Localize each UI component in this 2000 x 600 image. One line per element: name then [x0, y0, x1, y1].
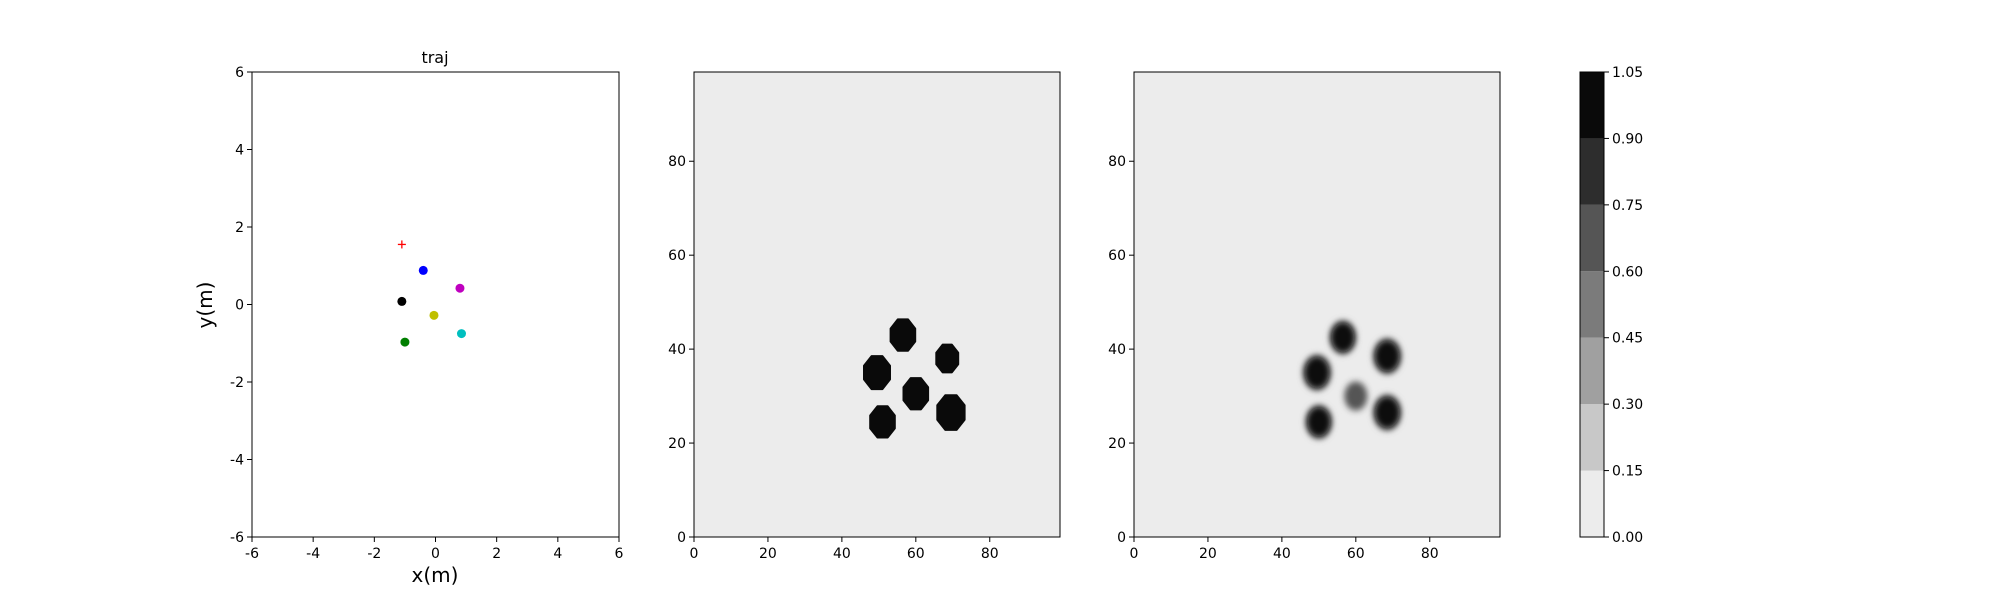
traj-ylabel: y(m) — [193, 282, 217, 329]
y-tick-label: 20 — [668, 436, 686, 452]
colorbar-tick-label: 0.75 — [1612, 198, 1643, 214]
heatmap-blob — [889, 318, 917, 352]
x-tick-label: 60 — [1347, 546, 1365, 562]
heatmap-blob — [1345, 382, 1367, 410]
point-circle-marker — [456, 329, 466, 339]
y-tick-label: 40 — [668, 342, 686, 358]
point-circle-marker — [418, 265, 428, 275]
point-circle-marker — [397, 296, 407, 306]
y-tick-label: 4 — [235, 143, 244, 159]
heatmap-2-background — [1134, 72, 1500, 537]
y-tick-label: 80 — [1108, 154, 1126, 170]
heatmap-blob — [863, 355, 891, 391]
colorbar-band — [1580, 72, 1604, 139]
y-tick-label: -2 — [230, 375, 244, 391]
traj-title: traj — [421, 48, 448, 67]
x-tick-label: -2 — [367, 546, 381, 562]
traj-plot-area — [251, 71, 620, 538]
x-tick-label: 0 — [1130, 546, 1139, 562]
heatmap-blob — [1305, 357, 1329, 388]
colorbar-band — [1580, 271, 1604, 338]
point-plus-marker — [397, 240, 406, 249]
colorbar-band — [1580, 404, 1604, 471]
heatmap-panel-2: 0 20 40 60 80 0 20 40 60 80 — [1108, 71, 1501, 562]
x-tick-label: -4 — [306, 546, 320, 562]
colorbar-tick-label: 0.60 — [1612, 264, 1643, 280]
colorbar-frame — [1579, 71, 1605, 538]
colorbar-bands — [1580, 72, 1604, 537]
y-tick-label: 60 — [1108, 248, 1126, 264]
heatmap-2-ticks: 0 20 40 60 80 0 20 40 60 80 — [1108, 154, 1438, 562]
y-tick-label: 0 — [1117, 530, 1126, 546]
x-tick-label: 60 — [907, 546, 925, 562]
heatmap-1-ticks: 0 20 40 60 80 0 20 40 60 80 — [668, 154, 998, 562]
colorbar-tick-label: 0.15 — [1612, 464, 1643, 480]
x-tick-label: 20 — [759, 546, 777, 562]
x-tick-label: 2 — [492, 546, 501, 562]
y-tick-label: 0 — [235, 298, 244, 314]
traj-points — [397, 240, 466, 347]
x-tick-label: 0 — [431, 546, 440, 562]
heatmap-1-frame — [693, 71, 1061, 538]
y-tick-label: -6 — [230, 530, 244, 546]
heatmap-blob — [1375, 340, 1400, 372]
y-tick-label: 0 — [677, 530, 686, 546]
heatmap-1-background — [694, 72, 1060, 537]
x-tick-label: 0 — [690, 546, 699, 562]
colorbar-tick-label: 0.45 — [1612, 331, 1643, 347]
colorbar-tick-label: 1.05 — [1612, 65, 1643, 81]
heatmap-panel-1: 0 20 40 60 80 0 20 40 60 80 — [668, 71, 1061, 562]
x-tick-label: 20 — [1199, 546, 1217, 562]
x-tick-label: -6 — [245, 546, 259, 562]
x-tick-label: 6 — [615, 546, 624, 562]
y-tick-label: 6 — [235, 65, 244, 81]
point-circle-marker — [400, 337, 410, 347]
colorbar-tick-label: 0.00 — [1612, 530, 1643, 546]
point-circle-marker — [429, 310, 439, 320]
x-tick-label: 40 — [833, 546, 851, 562]
colorbar-tick-label: 0.30 — [1612, 397, 1643, 413]
heatmap-2-blobs — [1302, 319, 1402, 440]
colorbar-band — [1580, 337, 1604, 405]
heatmap-blob — [1331, 323, 1355, 352]
y-tick-label: 2 — [235, 220, 244, 236]
traj-ticks: -6 -4 -2 0 2 4 6 -6 -4 -2 0 2 4 6 — [230, 65, 624, 562]
colorbar-ticks: 0.00 0.15 0.30 0.45 0.60 0.75 0.90 1.05 — [1604, 65, 1643, 546]
x-tick-label: 80 — [981, 546, 999, 562]
heatmap-blob — [902, 377, 930, 411]
heatmap-blob — [869, 405, 896, 439]
x-tick-label: 40 — [1273, 546, 1291, 562]
colorbar-band — [1580, 204, 1604, 272]
x-tick-label: 4 — [553, 546, 562, 562]
y-tick-label: 40 — [1108, 342, 1126, 358]
colorbar-band — [1580, 470, 1604, 537]
heatmap-2-frame — [1133, 71, 1501, 538]
point-circle-marker — [455, 283, 465, 293]
heatmap-1-blobs — [863, 318, 966, 439]
colorbar: 0.00 0.15 0.30 0.45 0.60 0.75 0.90 1.05 — [1579, 65, 1643, 546]
traj-xlabel: x(m) — [412, 563, 459, 587]
y-tick-label: 20 — [1108, 436, 1126, 452]
colorbar-band — [1580, 138, 1604, 205]
x-tick-label: 80 — [1421, 546, 1439, 562]
heatmap-blob — [1307, 407, 1331, 437]
y-tick-label: 60 — [668, 248, 686, 264]
heatmap-blob — [1375, 397, 1400, 428]
colorbar-tick-label: 0.90 — [1612, 131, 1643, 147]
y-tick-label: -4 — [230, 453, 244, 469]
heatmap-blob — [935, 343, 960, 374]
traj-panel: traj -6 -4 -2 0 2 4 6 -6 -4 -2 0 2 4 6 x(m) y(m) — [193, 48, 624, 587]
heatmap-blob — [936, 394, 966, 431]
y-tick-label: 80 — [668, 154, 686, 170]
